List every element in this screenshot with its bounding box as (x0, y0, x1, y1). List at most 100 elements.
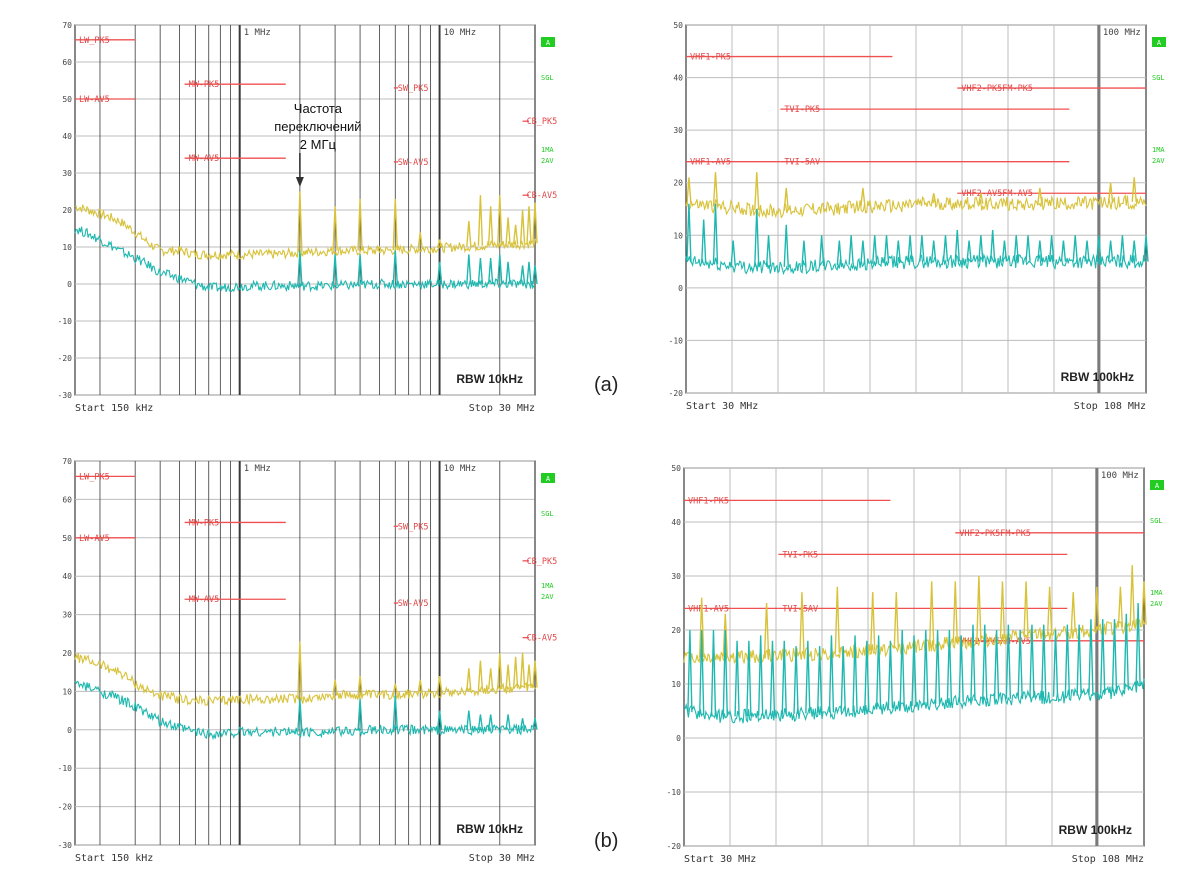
stop-frequency-label: Stop 30 MHz (469, 853, 535, 864)
x-marker-label: 10 MHz (444, 28, 477, 38)
average-spike (1072, 235, 1078, 262)
limit-label: VHF1-AV5 (688, 604, 729, 614)
limit-label: VHF2-PK5FM-PK5 (959, 529, 1031, 539)
start-frequency-label: Start 30 MHz (686, 401, 758, 412)
average-spike (1041, 624, 1047, 698)
start-frequency-label: Start 150 kHz (75, 403, 153, 414)
peak-spike (928, 581, 935, 646)
average-spike (392, 695, 398, 730)
average-spike (978, 235, 984, 262)
average-spike (801, 240, 807, 267)
average-spike (519, 265, 526, 285)
average-spike (466, 710, 472, 730)
peak-spike (466, 668, 472, 691)
average-spike (840, 646, 846, 712)
stop-frequency-label: Stop 108 MHz (1074, 401, 1146, 412)
peak-spike (931, 193, 937, 204)
peak-spike (976, 575, 982, 641)
peak-spike (799, 592, 805, 655)
average-spike (1119, 235, 1126, 262)
average-spike (989, 229, 996, 262)
average-spike (757, 635, 764, 716)
y-tick-label: -20 (58, 803, 73, 812)
average-spike (769, 640, 776, 716)
peak-spike (436, 675, 443, 693)
panel-label-b: (b) (594, 830, 619, 852)
average-spike (357, 699, 363, 731)
status-ma: 1MA (1152, 146, 1165, 154)
limit-label: LW_PK5 (79, 36, 110, 46)
peak-spike (893, 592, 900, 649)
average-spike (1037, 240, 1043, 262)
average-spike (852, 635, 858, 712)
stop-frequency-label: Stop 108 MHz (1072, 854, 1144, 865)
average-spike (816, 646, 823, 713)
annotation-text: переключений (274, 119, 361, 134)
average-spike (895, 240, 902, 263)
start-frequency-label: Start 30 MHz (684, 854, 756, 865)
rbw-label: RBW 100kHz (1059, 823, 1132, 837)
chart-b-right: 50 40 30 20 10 0 -10 -20 100 MHz VHF1-PK5 VHF1-AV5… (667, 464, 1164, 865)
limit-label: CB_PK5 (527, 557, 558, 567)
limit-label: VHF2-PK5FM-PK5 (961, 84, 1033, 94)
start-frequency-label: Start 150 kHz (75, 853, 153, 864)
peak-spike (436, 239, 443, 249)
peak-spike (392, 198, 398, 251)
limit-label: SW_PK5 (398, 84, 429, 94)
average-spike (1123, 613, 1130, 690)
y-tick-label: 50 (671, 464, 681, 473)
average-spike (1084, 240, 1090, 262)
status-ma: 1MA (541, 582, 554, 590)
peak-spike (1107, 182, 1114, 204)
peak-spike (686, 177, 692, 205)
y-tick-label: 40 (62, 132, 72, 141)
rbw-label: RBW 10kHz (456, 822, 523, 836)
status-box-label: A (1155, 482, 1160, 490)
limit-label: MW-PK5 (189, 80, 220, 90)
limit-label: LW-AV5 (79, 534, 110, 544)
y-tick-label: 0 (678, 284, 683, 293)
average-spike (919, 235, 925, 262)
peak-spike (978, 193, 984, 204)
average-spike (1100, 619, 1106, 694)
average-spike (710, 629, 717, 717)
limit-label: TVI-5AV (782, 604, 818, 614)
average-spike (532, 265, 538, 285)
average-spike (487, 258, 494, 285)
peak-spike (1131, 177, 1137, 202)
average-trace (683, 678, 1145, 724)
y-tick-label: 40 (671, 518, 681, 527)
average-spike (911, 635, 917, 707)
peak-spike (870, 592, 876, 651)
y-tick-label: 40 (673, 74, 683, 83)
average-spike (1048, 235, 1055, 262)
y-tick-label: 50 (62, 95, 72, 104)
peak-spike (783, 187, 789, 211)
average-spike (746, 640, 752, 717)
peak-spike (1117, 586, 1124, 628)
average-trace (74, 680, 536, 741)
peak-spike (754, 172, 760, 211)
limit-label: SW_PK5 (398, 522, 429, 532)
y-tick-label: 60 (62, 58, 72, 67)
status-av: 2AV (1152, 157, 1165, 165)
average-spike (1017, 629, 1023, 699)
limit-label: VHF2-AV5FM-AV5 (961, 189, 1033, 199)
peak-spike (532, 202, 538, 244)
average-spike (1060, 240, 1067, 262)
average-spike (872, 235, 878, 264)
average-spike (1064, 624, 1071, 697)
average-spike (899, 629, 905, 708)
peak-spike (376, 245, 383, 252)
limit-label: TVI-PK5 (784, 105, 820, 115)
limit-label: MW-AV5 (189, 154, 220, 164)
average-spike (1096, 235, 1102, 262)
average-spike (357, 254, 363, 285)
average-spike (1029, 624, 1035, 698)
y-tick-label: -10 (669, 336, 684, 345)
peak-spike (357, 198, 363, 251)
panel-label-a: (a) (594, 374, 619, 396)
average-spike (934, 629, 941, 704)
limit-label: CB-AV5 (527, 634, 558, 644)
average-spike (966, 240, 972, 262)
